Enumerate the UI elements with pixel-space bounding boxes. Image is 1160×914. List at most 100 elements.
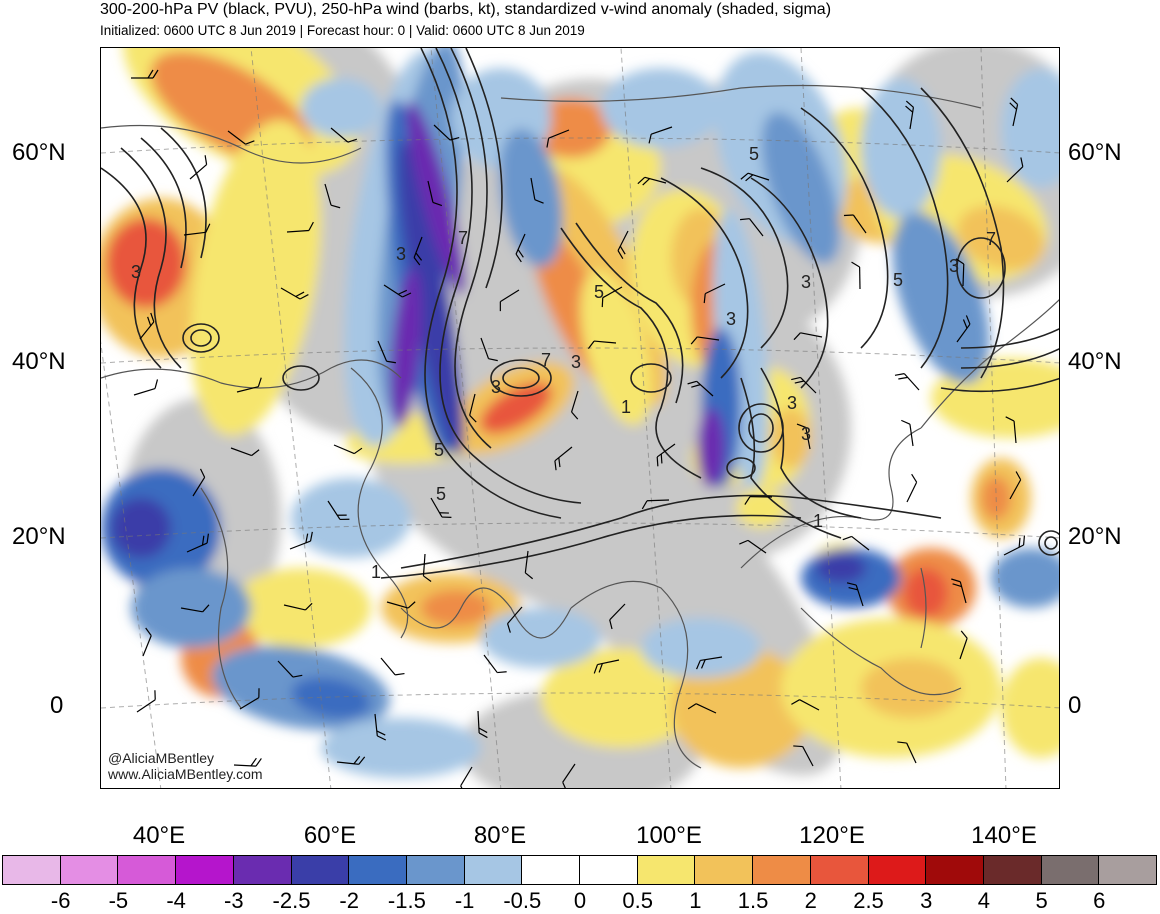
barb-flag <box>151 690 160 699</box>
colorbar-tick-label: 1.5 <box>738 888 769 914</box>
wind-barb <box>234 757 261 766</box>
colorbar-swatch <box>521 855 580 885</box>
pv-contour-label: 7 <box>541 350 551 370</box>
anomaly-blob <box>421 590 491 626</box>
colorbar-swatch <box>983 855 1042 885</box>
pv-contour-label: 5 <box>749 144 759 164</box>
barb-staff <box>461 767 472 786</box>
lat-label-eq-right: 0 <box>1068 692 1081 720</box>
lon-label-140e: 140°E <box>971 822 1037 850</box>
lon-label-40e: 40°E <box>133 822 185 850</box>
colorbar-swatch <box>348 855 407 885</box>
wind-barb <box>901 419 913 447</box>
lat-label-20n-right: 20°N <box>1068 523 1122 551</box>
colorbar-tick-label: -0.5 <box>503 888 541 914</box>
colorbar-tick-label: 3 <box>920 888 932 914</box>
barb-flag <box>843 533 852 542</box>
wind-barb <box>900 474 919 502</box>
lat-label-40n-left: 40°N <box>12 348 66 376</box>
barb-staff <box>907 482 917 502</box>
colorbar-swatch <box>694 855 753 885</box>
colorbar-swatch <box>291 855 350 885</box>
colorbar-tick-label: -6 <box>51 888 71 914</box>
pv-contour-label: 1 <box>813 511 823 531</box>
barb-flag <box>497 668 506 677</box>
colorbar-tick-label: -3 <box>224 888 244 914</box>
anomaly-blob <box>1001 658 1060 758</box>
colorbar-swatch <box>233 855 292 885</box>
colorbar-swatch <box>464 855 523 885</box>
barb-staff <box>381 658 395 675</box>
colorbar-tick-label: -1 <box>455 888 475 914</box>
colorbar-swatch <box>2 855 61 885</box>
barb-staff <box>647 500 669 501</box>
anomaly-blob <box>697 408 725 488</box>
wind-barb <box>381 653 404 679</box>
pv-contour-label: 7 <box>986 229 996 249</box>
anomaly-blob <box>991 548 1060 608</box>
colorbar-swatch <box>406 855 465 885</box>
colorbar-swatch <box>868 855 927 885</box>
credit-website: www.AliciaMBentley.com <box>108 766 263 782</box>
chart-title: 300-200-hPa PV (black, PVU), 250-hPa win… <box>100 1 831 19</box>
barb-flag <box>458 786 467 789</box>
pv-contour-label: 3 <box>131 262 141 282</box>
barb-flag <box>901 419 910 425</box>
lat-label-60n-left: 60°N <box>12 139 66 167</box>
colorbar-swatch <box>925 855 984 885</box>
lat-label-eq-left: 0 <box>50 692 63 720</box>
wind-barb <box>133 690 160 712</box>
longitude-line <box>101 48 161 789</box>
anomaly-blob <box>736 488 786 528</box>
colorbar-swatch <box>60 855 119 885</box>
barb-staff <box>143 636 151 656</box>
colorbar-swatch <box>175 855 234 885</box>
pv-contour-label: 3 <box>491 377 501 397</box>
anomaly-blob <box>601 68 721 148</box>
anomaly-blob <box>301 78 381 138</box>
pv-contour-label: 5 <box>893 270 903 290</box>
lat-label-60n-right: 60°N <box>1068 139 1122 167</box>
barb-staff <box>904 374 919 390</box>
colorbar-tick-label: 4 <box>978 888 990 914</box>
pv-contour-label: 3 <box>571 352 581 372</box>
colorbar-tick-label: -2.5 <box>273 888 311 914</box>
pv-contour-label: 7 <box>458 228 468 248</box>
colorbar-tick-label: -1.5 <box>388 888 426 914</box>
colorbar-tick-label: -5 <box>109 888 129 914</box>
anomaly-blob <box>131 568 251 648</box>
pv-contour-label: 1 <box>621 397 631 417</box>
colorbar-swatch <box>117 855 176 885</box>
colorbar-swatch <box>1098 855 1157 885</box>
colorbar-swatch <box>579 855 638 885</box>
colorbar-tick-label: 0 <box>574 888 586 914</box>
colorbar-tick-label: -4 <box>166 888 186 914</box>
colorbar-swatch <box>752 855 811 885</box>
colorbar-tick-label: 2 <box>805 888 817 914</box>
colorbar-swatch <box>1041 855 1100 885</box>
anomaly-blob <box>291 478 411 558</box>
colorbar-tick-label: 2.5 <box>853 888 884 914</box>
pv-contour-label: 5 <box>434 440 444 460</box>
colorbar-tick-label: 6 <box>1093 888 1105 914</box>
barb-staff <box>963 264 964 286</box>
colorbar-tick-label: -2 <box>339 888 359 914</box>
pv-contour-label: 1 <box>371 562 381 582</box>
barb-staff <box>423 554 425 576</box>
colorbar <box>3 855 1157 885</box>
colorbar-tick-label: 5 <box>1035 888 1047 914</box>
barb-flag <box>153 379 160 388</box>
lat-label-40n-right: 40°N <box>1068 348 1122 376</box>
anomaly-blob <box>861 658 961 718</box>
pv-contour-label: 5 <box>594 282 604 302</box>
wind-barb <box>852 262 860 289</box>
lon-label-100e: 100°E <box>636 822 702 850</box>
pv-closed-contour <box>1045 537 1057 549</box>
lon-label-60e: 60°E <box>304 822 356 850</box>
lat-label-20n-left: 20°N <box>12 523 66 551</box>
barb-flag <box>395 670 404 679</box>
pv-contour-label: 3 <box>726 309 736 329</box>
anomaly-blob <box>111 498 171 558</box>
pv-contour-label: 3 <box>801 424 811 444</box>
